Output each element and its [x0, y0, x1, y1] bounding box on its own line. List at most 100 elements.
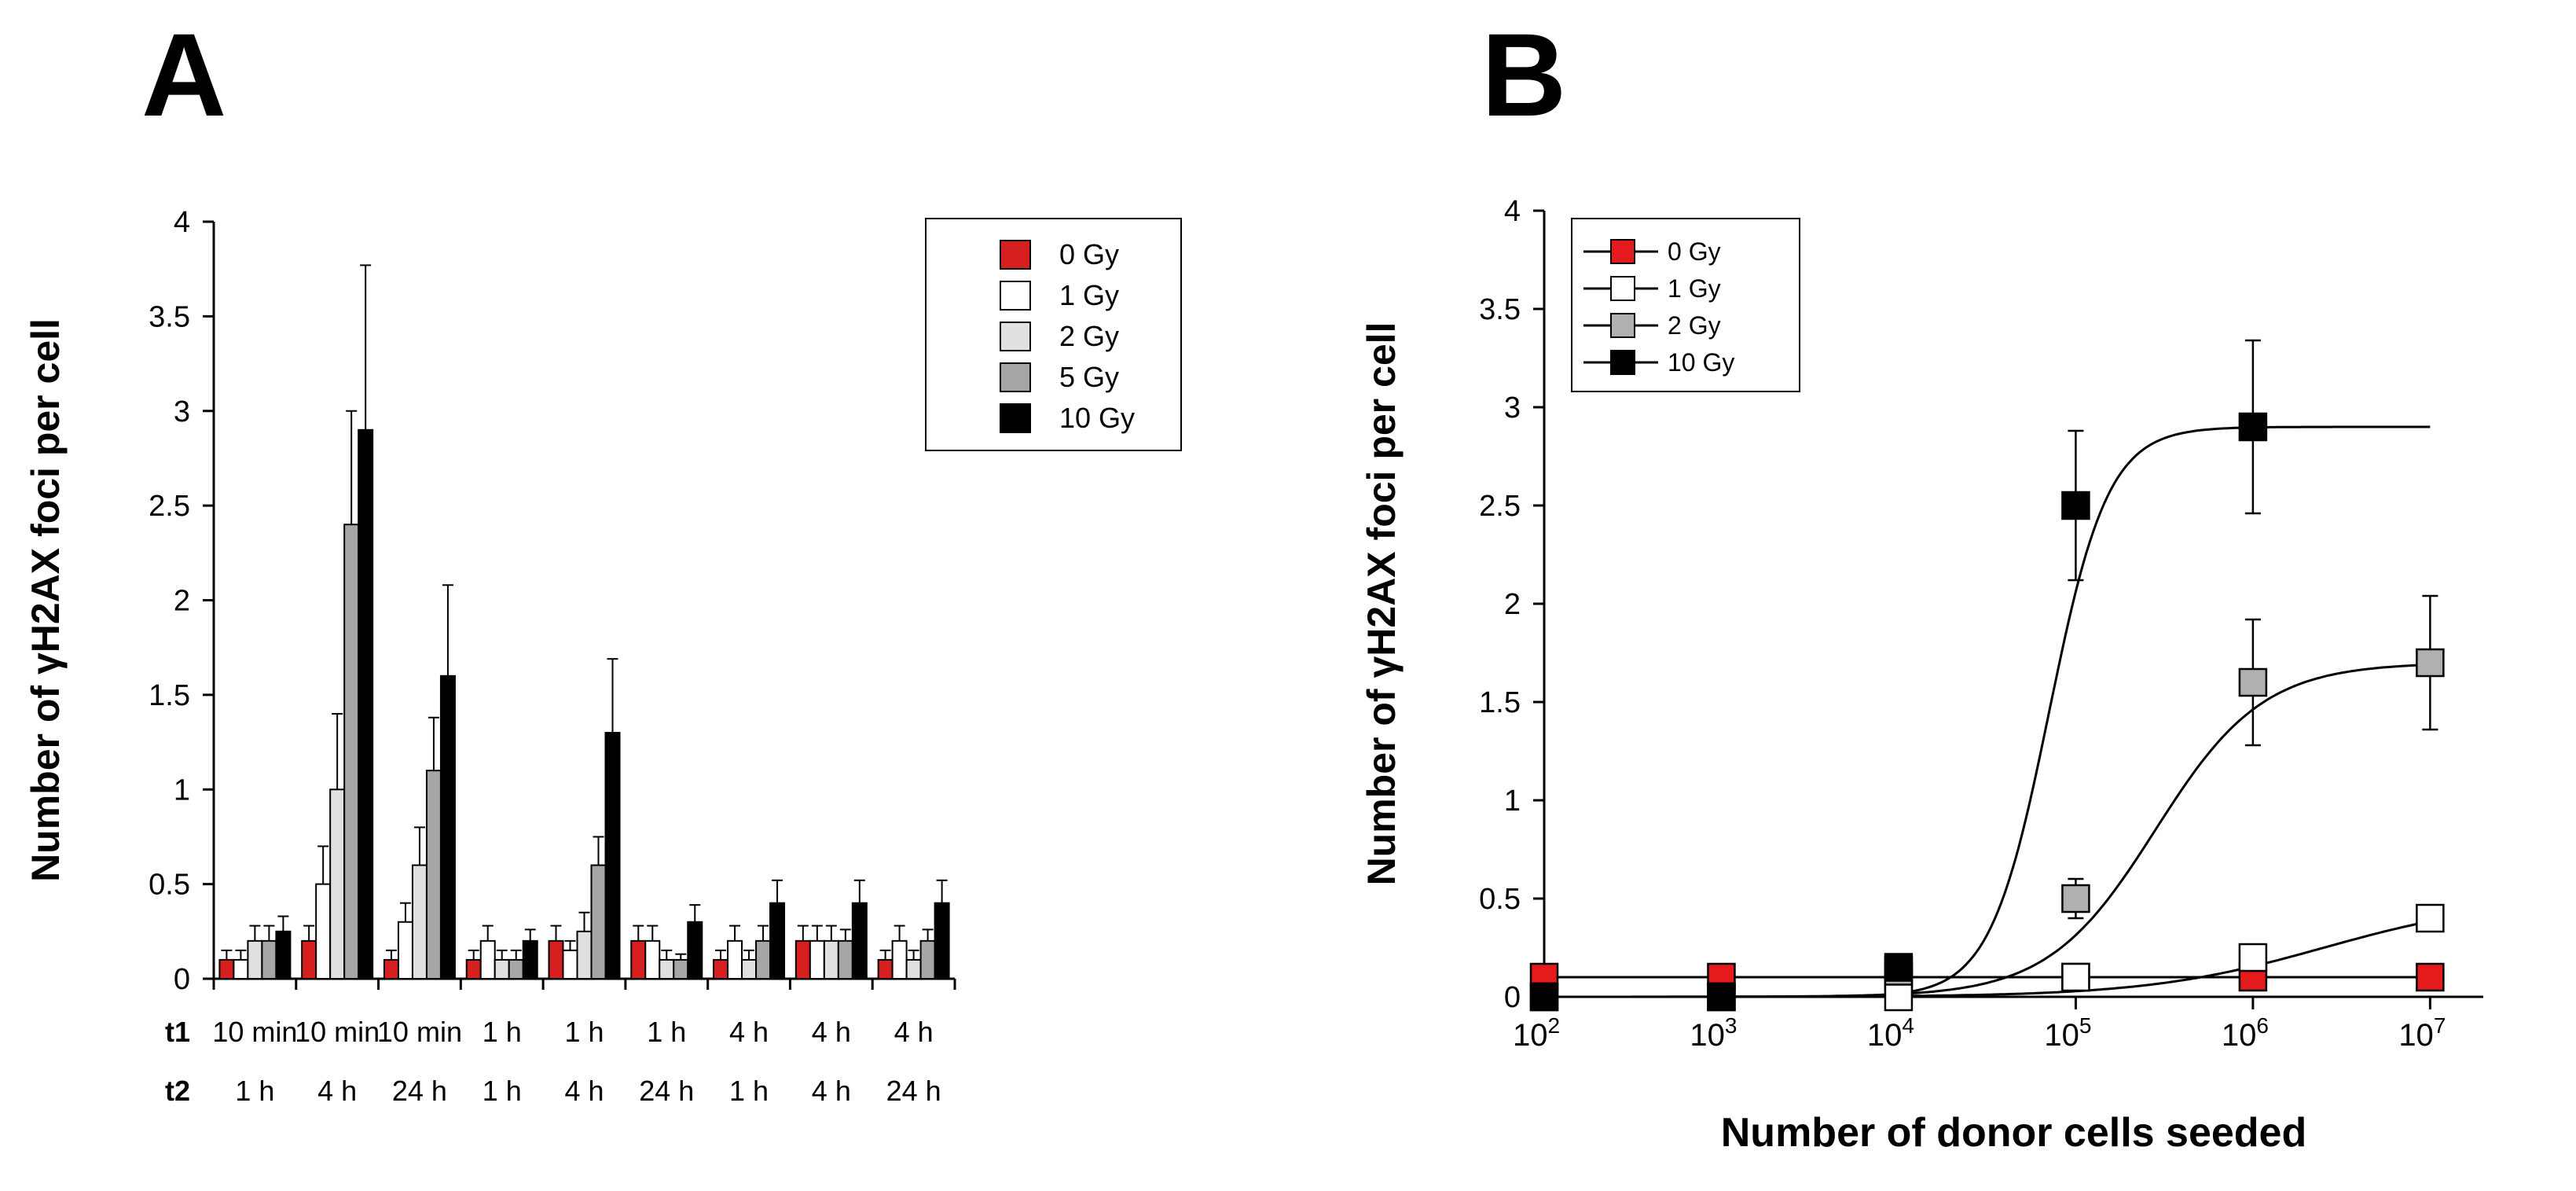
y-axis-title: Number of γH2AX foci per cell [1360, 322, 1404, 886]
panel-b-letter: B [1481, 9, 1567, 141]
legend-swatch [1000, 281, 1031, 311]
legend-label: 2 Gy [1059, 320, 1119, 352]
category-t2-label: 24 h [639, 1075, 694, 1107]
category-t1-label: 10 min [212, 1016, 297, 1048]
x-tick-label: 103 [1690, 1013, 1737, 1053]
bar [919, 939, 936, 980]
y-tick-label: 1.5 [1479, 686, 1521, 719]
category-t1-label: 1 h [564, 1016, 604, 1048]
bar [769, 902, 786, 980]
category-t2-label: 4 h [812, 1075, 851, 1107]
legend-swatch [1000, 403, 1031, 433]
x-tick-base: 10 [1513, 1018, 1548, 1053]
bar [837, 939, 853, 980]
y-tick-label: 2.5 [1479, 490, 1521, 523]
x-tick-label: 105 [2044, 1013, 2091, 1053]
panel-a-letter: A [141, 9, 227, 141]
legend-box [925, 218, 1182, 451]
bar [713, 958, 729, 980]
data-point [2416, 903, 2445, 933]
category-t2-label: 24 h [886, 1075, 941, 1107]
bar [905, 958, 922, 980]
bar [630, 939, 647, 980]
bar [465, 958, 482, 980]
legend-label: 10 Gy [1668, 348, 1734, 377]
legend-label: 2 Gy [1668, 311, 1721, 340]
bar [934, 902, 950, 980]
bar [358, 428, 374, 980]
legend-swatch [1610, 276, 1635, 301]
bar [673, 958, 689, 980]
x-tick-base: 10 [1867, 1018, 1903, 1053]
bar [425, 770, 442, 980]
x-tick-exponent: 4 [1902, 1013, 1914, 1038]
category-t2-label: 24 h [392, 1075, 447, 1107]
legend-swatch [1610, 350, 1635, 375]
legend-swatch [1610, 313, 1635, 338]
category-t1-label: 1 h [483, 1016, 522, 1048]
data-point [1529, 982, 1559, 1012]
bar [562, 949, 578, 980]
bar [275, 930, 292, 980]
y-tick-label: 1 [174, 774, 190, 807]
data-point [1884, 982, 1914, 1012]
data-point [1707, 982, 1736, 1012]
x-tick-label: 102 [1513, 1013, 1560, 1053]
y-tick-label: 1.5 [149, 679, 190, 712]
category-t2-label: 4 h [317, 1075, 357, 1107]
y-axis-title: Number of γH2AX foci per cell [24, 318, 68, 882]
data-point [1884, 953, 1914, 982]
y-tick-label: 2.5 [149, 490, 190, 523]
category-t2-label: 1 h [483, 1075, 522, 1107]
y-tick-label: 3.5 [1479, 293, 1521, 326]
bar [576, 930, 593, 980]
bar [383, 958, 399, 980]
data-point [2061, 491, 2090, 520]
bar [644, 939, 661, 980]
y-tick-label: 2 [174, 585, 190, 618]
x-tick-label: 106 [2222, 1013, 2269, 1053]
row-label-t2: t2 [165, 1075, 190, 1107]
series-curve [1544, 425, 2431, 998]
category-t1-label: 10 min [377, 1016, 462, 1048]
x-tick-base: 10 [2222, 1018, 2257, 1053]
bar [604, 732, 621, 980]
bar [548, 939, 564, 980]
bar [301, 939, 317, 980]
legend-label: 1 Gy [1668, 274, 1721, 303]
bar [494, 958, 510, 980]
legend-swatch [1000, 362, 1031, 392]
category-t1-label: 10 min [295, 1016, 380, 1048]
x-tick-exponent: 6 [2256, 1013, 2269, 1038]
legend-label: 0 Gy [1059, 238, 1119, 270]
x-tick-label: 104 [1867, 1013, 1914, 1053]
bar [877, 958, 894, 980]
x-axis-title: Number of donor cells seeded [1721, 1110, 2307, 1156]
data-point [2061, 884, 2090, 913]
category-t1-label: 4 h [812, 1016, 851, 1048]
bar [315, 883, 332, 980]
x-tick-base: 10 [2398, 1018, 2434, 1053]
y-tick-label: 0.5 [1479, 883, 1521, 916]
bar [479, 939, 496, 980]
y-tick-label: 4 [174, 206, 190, 239]
data-point [2238, 412, 2268, 442]
y-tick-label: 0.5 [149, 869, 190, 902]
bar [809, 939, 825, 980]
bar [397, 921, 413, 980]
row-label-t1: t1 [165, 1016, 190, 1048]
bar [261, 939, 277, 980]
legend-label: 5 Gy [1059, 361, 1119, 393]
y-tick-label: 3 [1504, 391, 1521, 425]
x-tick-base: 10 [2044, 1018, 2079, 1053]
x-tick-label: 107 [2398, 1013, 2446, 1053]
category-t1-label: 4 h [729, 1016, 769, 1048]
x-tick-exponent: 2 [1547, 1013, 1560, 1038]
y-tick-label: 4 [1504, 195, 1521, 228]
y-tick-label: 0 [1504, 981, 1521, 1014]
bar [727, 939, 743, 980]
bar [218, 958, 235, 980]
data-point [2238, 667, 2268, 697]
